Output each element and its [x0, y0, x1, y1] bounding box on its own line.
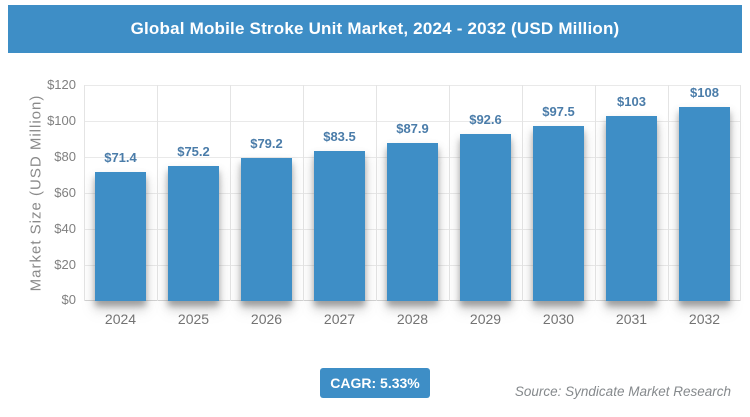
bar-2032 — [679, 106, 730, 301]
x-axis-label: 2029 — [469, 311, 502, 327]
bar-2029 — [460, 134, 511, 301]
bar-2028 — [387, 142, 438, 301]
x-axis-label: 2032 — [688, 311, 721, 327]
bar-value-label: $97.5 — [542, 103, 575, 119]
bar-2026 — [241, 158, 292, 301]
y-tick-label: $60 — [54, 185, 76, 200]
y-tick-label: $80 — [54, 149, 76, 164]
x-axis-label: 2027 — [323, 311, 356, 327]
v-gridline — [522, 85, 523, 301]
h-gridline — [84, 121, 741, 122]
bar-2030 — [533, 125, 584, 301]
bar-value-label: $103 — [617, 93, 646, 109]
cagr-badge: CAGR: 5.33% — [320, 368, 430, 398]
v-gridline — [303, 85, 304, 301]
y-tick-label: $120 — [47, 77, 76, 92]
bar-2031 — [606, 115, 657, 301]
y-tick-label: $0 — [61, 292, 76, 307]
v-gridline — [157, 85, 158, 301]
x-axis-label: 2026 — [250, 311, 283, 327]
v-gridline — [449, 85, 450, 301]
v-gridline — [595, 85, 596, 301]
y-axis-ticks: $0 $20 $40 $60 $80 $100 $120 — [0, 77, 76, 307]
x-axis-label: 2030 — [542, 311, 575, 327]
source-text: Source: Syndicate Market Research — [514, 384, 731, 399]
v-gridline — [740, 85, 741, 301]
bar-value-label: $108 — [690, 84, 719, 100]
bar-value-label: $71.4 — [104, 150, 137, 166]
y-tick-label: $40 — [54, 221, 76, 236]
x-axis-label: 2024 — [104, 311, 137, 327]
y-tick-label: $20 — [54, 257, 76, 272]
chart-title: Global Mobile Stroke Unit Market, 2024 -… — [130, 19, 620, 38]
bar-2027 — [314, 150, 365, 301]
x-axis-label: 2031 — [615, 311, 648, 327]
x-axis-label: 2025 — [177, 311, 210, 327]
v-gridline — [376, 85, 377, 301]
x-axis-label: 2028 — [396, 311, 429, 327]
v-gridline — [84, 85, 85, 301]
y-tick-label: $100 — [47, 113, 76, 128]
bar-value-label: $92.6 — [469, 112, 502, 128]
bar-2024 — [95, 172, 146, 301]
bar-value-label: $79.2 — [250, 136, 283, 152]
bar-value-label: $75.2 — [177, 143, 210, 159]
chart-title-banner: Global Mobile Stroke Unit Market, 2024 -… — [8, 5, 742, 53]
h-gridline — [84, 85, 741, 86]
v-gridline — [230, 85, 231, 301]
bar-value-label: $87.9 — [396, 120, 429, 136]
v-gridline — [668, 85, 669, 301]
bar-2025 — [168, 165, 219, 301]
plot-area: $71.4 $75.2 $79.2 $83.5 $87.9 $92.6 $97.5 $103 $… — [84, 85, 741, 301]
x-axis-labels: 2024 2025 2026 2027 2028 2029 2030 2031 2032 — [84, 311, 741, 333]
bar-value-label: $83.5 — [323, 128, 356, 144]
